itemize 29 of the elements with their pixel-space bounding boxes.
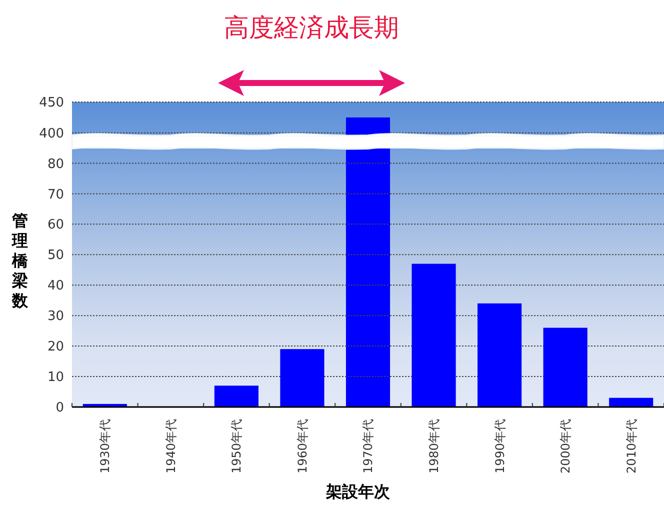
y-tick-label: 20 bbox=[47, 340, 64, 355]
x-tick-label: 2000年代 bbox=[558, 419, 573, 474]
y-tick-label: 80 bbox=[47, 156, 64, 172]
y-tick-label: 30 bbox=[47, 309, 64, 324]
bar bbox=[609, 398, 654, 407]
y-tick-label: 40 bbox=[47, 278, 64, 294]
bar bbox=[280, 349, 324, 407]
y-tick-label: 450 bbox=[39, 96, 64, 111]
x-tick-label: 1940年代 bbox=[164, 419, 178, 474]
bar bbox=[478, 303, 522, 407]
y-tick-label: 50 bbox=[47, 248, 64, 264]
x-tick-label: 1980年代 bbox=[426, 419, 441, 474]
x-tick-label: 2010年代 bbox=[624, 419, 638, 474]
x-tick-label: 1950年代 bbox=[230, 419, 244, 474]
y-tick-label: 10 bbox=[47, 370, 64, 386]
y-tick-label: 400 bbox=[39, 126, 64, 142]
x-tick-label: 1960年代 bbox=[295, 419, 310, 474]
x-axis-title: 架設年次 bbox=[325, 482, 391, 501]
y-tick-label: 60 bbox=[47, 218, 64, 233]
y-axis-title: 管理橋梁数 bbox=[12, 211, 28, 310]
bar bbox=[412, 264, 456, 407]
x-tick-label: 1990年代 bbox=[492, 419, 507, 474]
x-tick-label: 1930年代 bbox=[98, 419, 112, 474]
chart-title: 高度経済成長期 bbox=[224, 13, 399, 42]
x-tick-label: 1970年代 bbox=[361, 419, 376, 474]
y-tick-label: 70 bbox=[47, 187, 64, 202]
bar bbox=[214, 386, 258, 407]
bar bbox=[543, 328, 588, 407]
y-tick-label: 0 bbox=[56, 400, 64, 416]
